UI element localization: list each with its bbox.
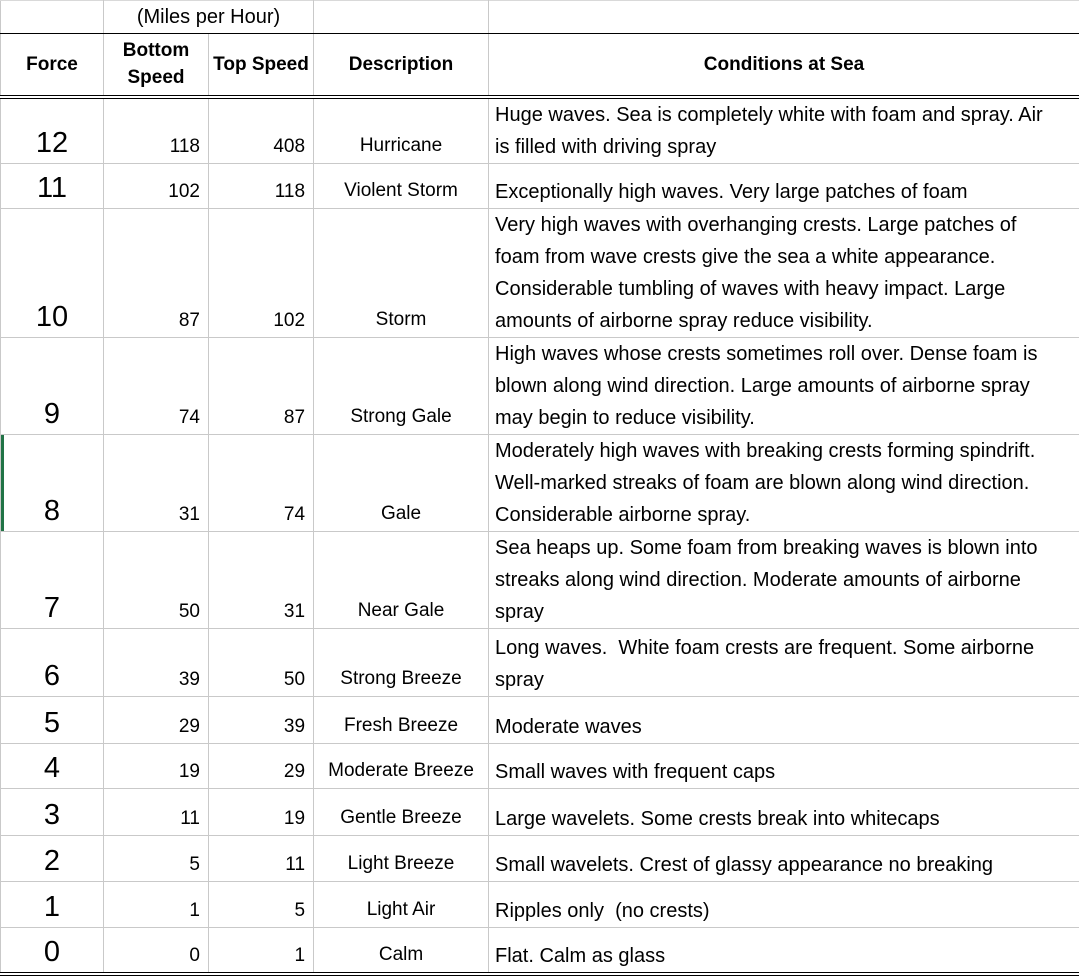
top-speed-cell[interactable]: 39	[209, 697, 314, 744]
force-cell[interactable]: 9	[1, 338, 104, 435]
conditions-cell[interactable]: Moderately high waves with breaking cres…	[489, 435, 1079, 532]
bottom-speed-cell[interactable]: 87	[104, 209, 209, 338]
col-header-top-speed[interactable]: Top Speed	[209, 34, 314, 97]
conditions-cell[interactable]: Large wavelets. Some crests break into w…	[489, 789, 1079, 836]
table-row: 10 87 102 Storm Very high waves with ove…	[1, 209, 1079, 338]
force-cell[interactable]: 3	[1, 789, 104, 836]
description-cell[interactable]: Strong Breeze	[314, 629, 489, 697]
conditions-cell[interactable]: Moderate waves	[489, 697, 1079, 744]
table-row: 4 19 29 Moderate Breeze Small waves with…	[1, 744, 1079, 789]
top-speed-cell[interactable]: 118	[209, 164, 314, 209]
bottom-speed-cell[interactable]: 39	[104, 629, 209, 697]
description-cell[interactable]: Fresh Breeze	[314, 697, 489, 744]
bottom-speed-cell[interactable]: 118	[104, 97, 209, 164]
force-cell[interactable]: 5	[1, 697, 104, 744]
force-cell[interactable]: 2	[1, 836, 104, 882]
top-speed-cell[interactable]: 408	[209, 97, 314, 164]
bottom-speed-cell[interactable]: 5	[104, 836, 209, 882]
unit-header-row: (Miles per Hour)	[1, 1, 1079, 34]
conditions-cell[interactable]: Ripples only (no crests)	[489, 882, 1079, 928]
description-cell[interactable]: Strong Gale	[314, 338, 489, 435]
bottom-speed-cell[interactable]: 74	[104, 338, 209, 435]
conditions-cell[interactable]: Small wavelets. Crest of glassy appearan…	[489, 836, 1079, 882]
description-cell[interactable]: Near Gale	[314, 532, 489, 629]
empty-cell[interactable]	[1, 1, 104, 34]
force-cell[interactable]: 12	[1, 97, 104, 164]
col-header-force[interactable]: Force	[1, 34, 104, 97]
conditions-cell[interactable]: Huge waves. Sea is completely white with…	[489, 97, 1079, 164]
empty-cell[interactable]	[489, 1, 1079, 34]
force-cell[interactable]: 10	[1, 209, 104, 338]
col-header-bottom-speed[interactable]: Bottom Speed	[104, 34, 209, 97]
table-row: 11 102 118 Violent Storm Exceptionally h…	[1, 164, 1079, 209]
conditions-cell[interactable]: High waves whose crests sometimes roll o…	[489, 338, 1079, 435]
description-cell[interactable]: Light Air	[314, 882, 489, 928]
force-cell[interactable]: 1	[1, 882, 104, 928]
description-cell[interactable]: Moderate Breeze	[314, 744, 489, 789]
column-header-row: Force Bottom Speed Top Speed Description…	[1, 34, 1079, 97]
bottom-speed-cell[interactable]: 1	[104, 882, 209, 928]
table-row: 2 5 11 Light Breeze Small wavelets. Cres…	[1, 836, 1079, 882]
description-cell[interactable]: Violent Storm	[314, 164, 489, 209]
description-cell[interactable]: Gale	[314, 435, 489, 532]
bottom-speed-cell[interactable]: 102	[104, 164, 209, 209]
table-row: 1 1 5 Light Air Ripples only (no crests)	[1, 882, 1079, 928]
table-row: 12 118 408 Hurricane Huge waves. Sea is …	[1, 97, 1079, 164]
bottom-speed-cell[interactable]: 29	[104, 697, 209, 744]
empty-cell[interactable]	[314, 1, 489, 34]
force-cell[interactable]: 4	[1, 744, 104, 789]
table-row: 3 11 19 Gentle Breeze Large wavelets. So…	[1, 789, 1079, 836]
conditions-cell[interactable]: Long waves. White foam crests are freque…	[489, 629, 1079, 697]
top-speed-cell[interactable]: 50	[209, 629, 314, 697]
force-value: 8	[44, 495, 60, 527]
conditions-cell[interactable]: Small waves with frequent caps	[489, 744, 1079, 789]
force-cell[interactable]: 11	[1, 164, 104, 209]
description-cell[interactable]: Light Breeze	[314, 836, 489, 882]
top-speed-cell[interactable]: 19	[209, 789, 314, 836]
table-row: 6 39 50 Strong Breeze Long waves. White …	[1, 629, 1079, 697]
top-speed-cell[interactable]: 5	[209, 882, 314, 928]
conditions-cell[interactable]: Very high waves with overhanging crests.…	[489, 209, 1079, 338]
table-row: 7 50 31 Near Gale Sea heaps up. Some foa…	[1, 532, 1079, 629]
description-cell[interactable]: Gentle Breeze	[314, 789, 489, 836]
top-speed-cell[interactable]: 74	[209, 435, 314, 532]
force-cell[interactable]: 6	[1, 629, 104, 697]
conditions-cell[interactable]: Exceptionally high waves. Very large pat…	[489, 164, 1079, 209]
top-speed-cell[interactable]: 11	[209, 836, 314, 882]
col-header-conditions[interactable]: Conditions at Sea	[489, 34, 1079, 97]
top-speed-cell[interactable]: 87	[209, 338, 314, 435]
bottom-speed-cell[interactable]: 11	[104, 789, 209, 836]
conditions-cell[interactable]: Sea heaps up. Some foam from breaking wa…	[489, 532, 1079, 629]
unit-header-cell[interactable]: (Miles per Hour)	[104, 1, 314, 34]
force-cell[interactable]: 8	[1, 435, 104, 532]
bottom-speed-cell[interactable]: 19	[104, 744, 209, 789]
description-cell[interactable]: Hurricane	[314, 97, 489, 164]
force-cell[interactable]: 7	[1, 532, 104, 629]
bottom-speed-cell[interactable]: 31	[104, 435, 209, 532]
row8-green-marker	[1, 435, 4, 531]
table-row: 8 31 74 Gale Moderately high waves with …	[1, 435, 1079, 532]
top-speed-cell[interactable]: 31	[209, 532, 314, 629]
bottom-speed-cell[interactable]: 50	[104, 532, 209, 629]
top-speed-cell[interactable]: 102	[209, 209, 314, 338]
top-speed-cell[interactable]: 29	[209, 744, 314, 789]
table-row: 9 74 87 Strong Gale High waves whose cre…	[1, 338, 1079, 435]
table-row: 5 29 39 Fresh Breeze Moderate waves	[1, 697, 1079, 744]
col-header-description[interactable]: Description	[314, 34, 489, 97]
description-cell[interactable]: Storm	[314, 209, 489, 338]
